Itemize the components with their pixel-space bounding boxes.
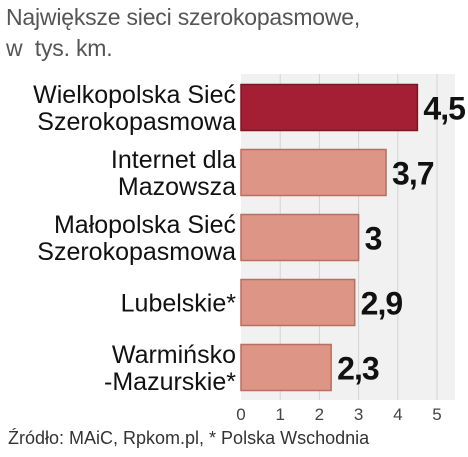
value-label: 4,5 (423, 91, 465, 127)
x-tick-label: 2 (315, 405, 324, 424)
x-tick-label: 5 (432, 405, 441, 424)
title-line-2: w tys. km. (6, 35, 113, 61)
category-label: Internet dla (111, 146, 236, 174)
category-label: Wielkopolska Sieć (33, 81, 236, 109)
value-label: 2,9 (361, 286, 403, 322)
bar (240, 213, 360, 262)
bar-highlighted (240, 83, 419, 132)
category-label: Lubelskie* (121, 290, 237, 318)
bar (240, 278, 356, 327)
value-label: 3 (365, 221, 382, 257)
value-label: 2,3 (337, 351, 379, 387)
category-label: -Mazurskie* (104, 368, 236, 396)
category-label: Szerokopasmowa (37, 108, 236, 136)
x-tick-label: 0 (236, 405, 245, 424)
bar (240, 343, 332, 392)
value-label: 3,7 (392, 156, 434, 192)
title-line-1: Największe sieci szerokopasmowe, (6, 4, 361, 30)
x-tick-label: 3 (354, 405, 363, 424)
x-tick-label: 4 (393, 405, 402, 424)
chart-title: Największe sieci szerokopasmowe, w tys. … (6, 2, 360, 64)
category-label: Szerokopasmowa (37, 238, 236, 266)
source-note: Źródło: MAiC, Rpkom.pl, * Polska Wschodn… (8, 428, 370, 448)
category-label: Mazowsza (118, 173, 236, 201)
x-tick-label: 1 (275, 405, 284, 424)
category-label: Małopolska Sieć (54, 211, 236, 239)
bar (240, 148, 387, 197)
category-label: Warmińsko (112, 341, 236, 369)
